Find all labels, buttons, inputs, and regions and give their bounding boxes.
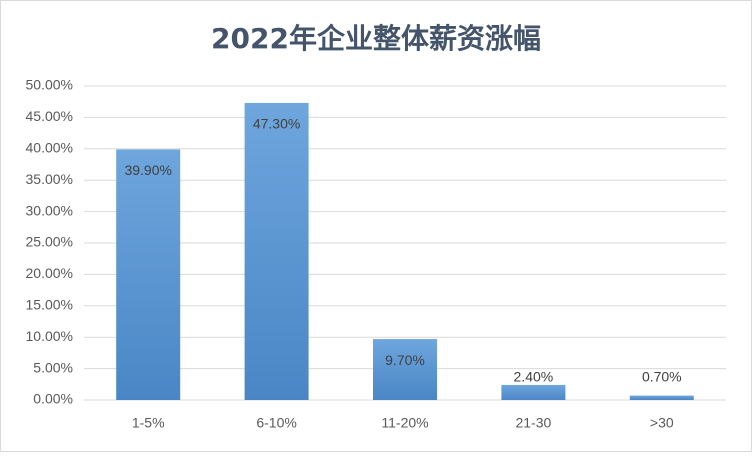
bar [116, 149, 181, 400]
y-tick-label: 20.00% [26, 265, 73, 281]
bar [373, 339, 437, 400]
value-label: 2.40% [514, 369, 554, 385]
x-tick-label: 11-20% [381, 415, 428, 431]
bar [244, 102, 309, 401]
x-tick-label: 21-30 [515, 415, 551, 431]
x-tick-label: 1-5% [132, 415, 165, 431]
y-tick-label: 35.00% [26, 171, 73, 187]
y-tick-label: 40.00% [26, 140, 73, 156]
y-tick-label: 15.00% [26, 297, 73, 313]
value-label: 39.90% [124, 162, 171, 178]
bar [501, 384, 566, 400]
value-label: 0.70% [642, 369, 682, 385]
y-tick-label: 50.00% [26, 77, 73, 93]
y-tick-label: 10.00% [26, 328, 73, 344]
bar [629, 395, 694, 400]
y-tick-label: 0.00% [33, 391, 73, 407]
x-tick-label: >30 [650, 415, 674, 431]
x-tick-label: 6-10% [256, 415, 296, 431]
chart-title: 2022年企业整体薪资涨幅 [211, 22, 541, 55]
y-tick-label: 45.00% [26, 108, 73, 124]
y-tick-label: 25.00% [26, 234, 73, 250]
y-tick-label: 5.00% [33, 359, 73, 375]
value-label: 9.70% [385, 352, 425, 368]
y-tick-label: 30.00% [26, 202, 73, 218]
value-label: 47.30% [253, 116, 300, 132]
